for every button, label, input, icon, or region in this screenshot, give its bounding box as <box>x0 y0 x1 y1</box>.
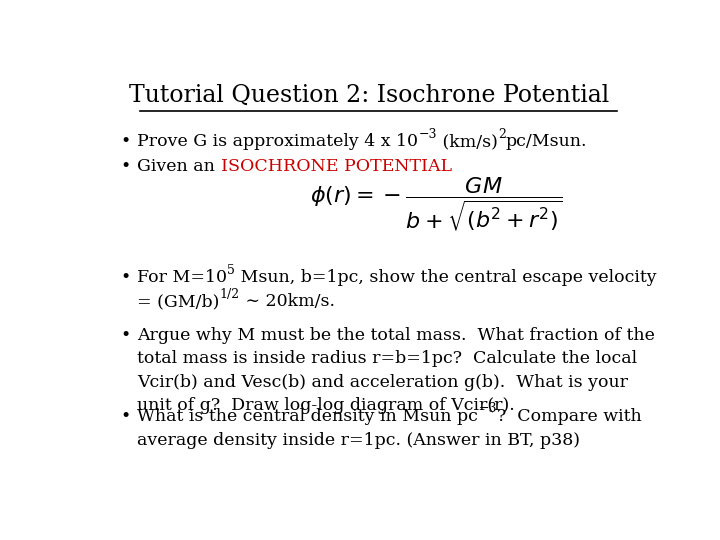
Text: What is the central density in Msun pc: What is the central density in Msun pc <box>138 408 478 425</box>
Text: = (GM/b): = (GM/b) <box>138 294 220 310</box>
Text: Given an: Given an <box>138 158 221 176</box>
Text: 2: 2 <box>498 128 505 141</box>
Text: −3: −3 <box>478 402 497 415</box>
Text: •: • <box>121 158 131 176</box>
Text: ISOCHRONE POTENTIAL: ISOCHRONE POTENTIAL <box>221 158 452 176</box>
Text: −3: −3 <box>418 128 437 141</box>
Text: •: • <box>121 133 131 151</box>
Text: Msun, b=1pc, show the central escape velocity: Msun, b=1pc, show the central escape vel… <box>235 269 657 286</box>
Text: •: • <box>121 327 131 344</box>
Text: (km/s): (km/s) <box>437 133 498 151</box>
Text: $\phi(r) = -\dfrac{GM}{b+\sqrt{\left(b^{2}+r^{2}\right)}}$: $\phi(r) = -\dfrac{GM}{b+\sqrt{\left(b^{… <box>310 176 562 233</box>
Text: For M=10: For M=10 <box>138 269 228 286</box>
Text: average density inside r=1pc. (Answer in BT, p38): average density inside r=1pc. (Answer in… <box>138 432 580 449</box>
Text: Argue why M must be the total mass.  What fraction of the
total mass is inside r: Argue why M must be the total mass. What… <box>138 327 655 414</box>
Text: •: • <box>121 408 131 425</box>
Text: 5: 5 <box>228 264 235 277</box>
Text: •: • <box>121 269 131 286</box>
Text: ?  Compare with: ? Compare with <box>497 408 642 425</box>
Text: pc/Msun.: pc/Msun. <box>505 133 588 151</box>
Text: Prove G is approximately 4 x 10: Prove G is approximately 4 x 10 <box>138 133 418 151</box>
Text: Tutorial Question 2: Isochrone Potential: Tutorial Question 2: Isochrone Potential <box>129 84 609 106</box>
Text: 1/2: 1/2 <box>220 288 240 301</box>
Text: ∼ 20km/s.: ∼ 20km/s. <box>240 294 335 310</box>
